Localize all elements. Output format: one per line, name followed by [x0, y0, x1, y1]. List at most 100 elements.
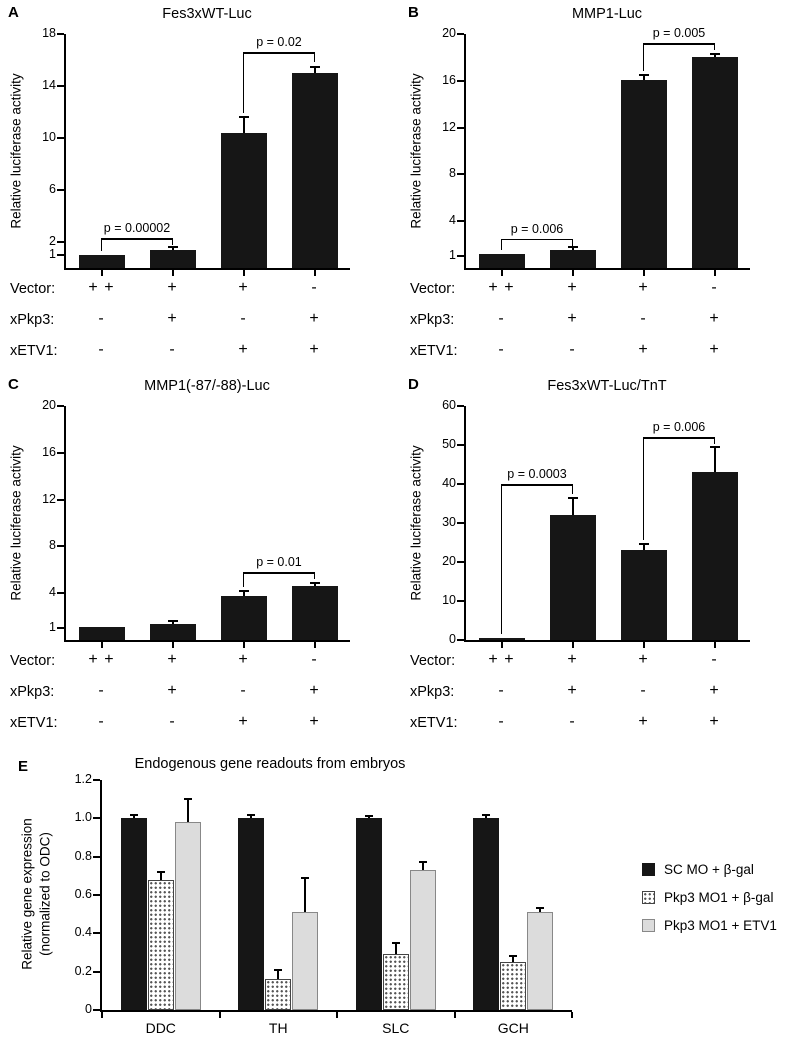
condition-value: -: [498, 341, 505, 358]
y-tick-mark: [93, 855, 100, 858]
y-tick-mark: [57, 405, 64, 407]
error-bar-cap: [638, 73, 649, 76]
error-bar-cap: [238, 590, 249, 593]
y-tick-mark: [457, 173, 464, 176]
condition-row-label: xETV1:: [410, 343, 458, 359]
legend-swatch: [642, 863, 655, 876]
legend-label: Pkp3 MO1 + β-gal: [664, 890, 774, 905]
condition-value: -: [640, 682, 647, 699]
error-bar-cap: [709, 52, 720, 55]
x-tick-mark: [313, 642, 316, 648]
condition-value: + +: [88, 279, 115, 296]
condition-value: -: [311, 279, 318, 296]
significance-bracket: [501, 238, 573, 241]
error-bar: [539, 908, 542, 913]
data-bar: [409, 870, 436, 1010]
x-tick-mark: [100, 270, 103, 276]
legend-item: SC MO + β-gal: [642, 862, 777, 877]
condition-row: Vector: + + + + -: [0, 276, 400, 307]
y-tick-mark: [457, 600, 464, 602]
error-bar: [642, 544, 645, 551]
x-tick-mark: [218, 1012, 221, 1018]
significance-bracket-tick: [713, 43, 715, 51]
x-tick-mark: [313, 270, 316, 276]
panel-e: E Endogenous gene readouts from embryos …: [0, 744, 800, 1039]
panel-letter: A: [8, 4, 19, 21]
condition-row: Vector: + + + + -: [400, 648, 800, 679]
condition-value: +: [238, 651, 249, 668]
condition-value: +: [238, 341, 249, 358]
significance-bracket: [243, 572, 315, 574]
x-tick-mark: [571, 642, 574, 648]
condition-value: + +: [488, 279, 515, 296]
y-tick-mark: [57, 189, 64, 191]
error-bar-cap: [638, 543, 649, 546]
data-bar: [292, 912, 319, 1010]
y-tick-label: 0.4: [74, 925, 92, 940]
error-bar: [132, 814, 135, 819]
error-bar: [571, 246, 574, 251]
error-bar-cap: [567, 245, 578, 248]
y-tick-mark: [57, 627, 64, 630]
y-axis-label: Relative luciferase activity: [408, 73, 424, 229]
data-bar: [147, 879, 174, 1010]
significance-bracket-tick: [642, 437, 644, 541]
y-tick-mark: [93, 817, 100, 820]
y-tick-label: 16: [442, 72, 456, 87]
error-bar: [250, 814, 253, 819]
condition-value: +: [309, 713, 320, 730]
condition-value: -: [711, 651, 718, 668]
x-category-label: TH: [268, 1020, 288, 1036]
x-tick-mark: [713, 642, 716, 648]
error-bar: [242, 591, 245, 596]
condition-value: +: [567, 682, 578, 699]
condition-row-label: xPkp3:: [10, 312, 55, 328]
error-bar: [159, 872, 162, 880]
y-tick-label: 0.6: [74, 887, 92, 901]
y-tick-label: 16: [42, 444, 56, 459]
condition-table: Vector: + + + + - xPkp3: - + - + xETV1: - - + +: [0, 648, 400, 741]
y-tick-label: 1: [49, 247, 56, 261]
x-tick-mark: [242, 270, 245, 276]
condition-row-label: xPkp3:: [410, 684, 455, 700]
error-bar: [186, 799, 189, 823]
significance-bracket-tick: [571, 484, 573, 494]
significance-bracket: [501, 484, 573, 486]
condition-table: Vector: + + + + - xPkp3: - + - + xETV1: - - + +: [0, 276, 400, 369]
significance-bracket-tick: [642, 43, 644, 71]
error-bar: [171, 621, 174, 624]
condition-value: +: [709, 713, 720, 730]
condition-row-label: Vector:: [410, 653, 456, 669]
y-tick-label: 12: [442, 119, 456, 134]
y-axis-label-line-1: Relative gene expression: [19, 818, 35, 970]
panel-letter: D: [408, 376, 419, 393]
p-value-label: p = 0.02: [254, 35, 304, 50]
y-tick-label: 4: [449, 213, 456, 228]
data-bar: [78, 255, 125, 268]
y-tick-label: 10: [442, 593, 456, 607]
x-tick-mark: [571, 1012, 573, 1018]
error-bar-cap: [482, 813, 491, 816]
legend-swatch: [642, 891, 655, 904]
error-bar: [421, 862, 424, 871]
y-tick-mark: [93, 970, 100, 973]
data-bar: [174, 822, 201, 1010]
y-axis-label: Relative luciferase activity: [8, 445, 24, 601]
panel-b: B MMP1-Luc Relative luciferase activity …: [400, 0, 800, 372]
legend-swatch: [642, 919, 655, 932]
y-tick-label: 8: [449, 166, 456, 181]
x-tick-mark: [571, 270, 574, 276]
data-bar: [500, 962, 527, 1010]
error-bar-cap: [167, 246, 178, 249]
x-tick-mark: [101, 1012, 103, 1018]
significance-bracket-tick: [713, 437, 715, 445]
condition-value: -: [169, 713, 176, 730]
panel-letter: B: [408, 4, 419, 21]
y-tick-label: 12: [42, 491, 56, 506]
plot-area: 0 0.2 0.4 0.6 0.8 1.0 1.2 DDC TH SLC GCH: [75, 772, 573, 1036]
y-tick-mark: [93, 932, 100, 935]
y-tick-mark: [57, 137, 64, 139]
condition-value: + +: [488, 651, 515, 668]
y-tick-label: 1: [449, 248, 456, 263]
condition-row: Vector: + + + + -: [0, 648, 400, 679]
